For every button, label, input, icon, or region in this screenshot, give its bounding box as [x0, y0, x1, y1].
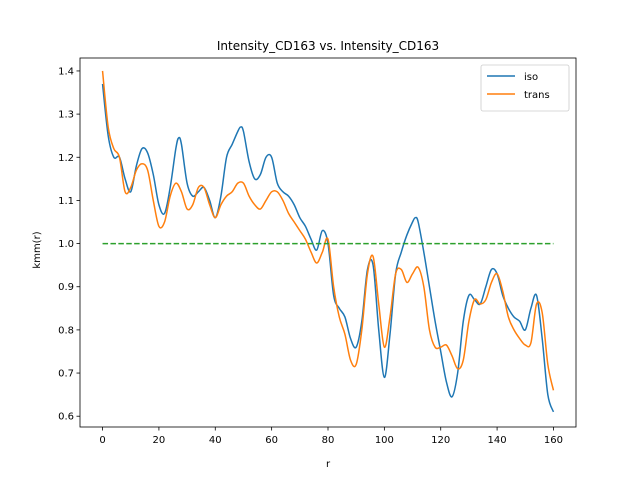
- x-tick-label: 0: [99, 435, 105, 446]
- x-tick-label: 140: [488, 435, 507, 446]
- y-tick-label: 1.3: [58, 110, 74, 121]
- x-tick-label: 160: [544, 435, 563, 446]
- y-tick-label: 1.0: [58, 239, 74, 250]
- legend-label-iso: iso: [524, 72, 538, 83]
- y-tick-label: 0.7: [58, 369, 74, 380]
- y-tick-label: 0.9: [58, 282, 74, 293]
- x-tick-label: 100: [375, 435, 394, 446]
- y-tick-label: 0.8: [58, 325, 74, 336]
- legend: iso trans: [480, 64, 570, 112]
- y-tick-label: 0.6: [58, 412, 74, 423]
- x-axis: 0 20 40 60 80 100 120 140 160: [99, 427, 563, 446]
- y-tick-label: 1.4: [58, 66, 74, 77]
- chart-title: Intensity_CD163 vs. Intensity_CD163: [217, 39, 439, 53]
- x-tick-label: 20: [153, 435, 166, 446]
- legend-label-trans: trans: [524, 90, 550, 101]
- series-line-trans: [101, 70, 555, 391]
- x-tick-label: 80: [322, 435, 335, 446]
- y-tick-label: 1.2: [58, 153, 74, 164]
- x-tick-label: 40: [209, 435, 222, 446]
- plot-area: [79, 57, 577, 428]
- x-axis-label: r: [326, 459, 331, 470]
- x-tick-label: 120: [431, 435, 450, 446]
- y-axis-label: kmm(r): [32, 231, 43, 268]
- y-tick-label: 1.1: [58, 196, 74, 207]
- x-tick-label: 60: [265, 435, 278, 446]
- y-axis: 0.6 0.7 0.8 0.9 1.0 1.1 1.2 1.3 1.4: [58, 66, 80, 423]
